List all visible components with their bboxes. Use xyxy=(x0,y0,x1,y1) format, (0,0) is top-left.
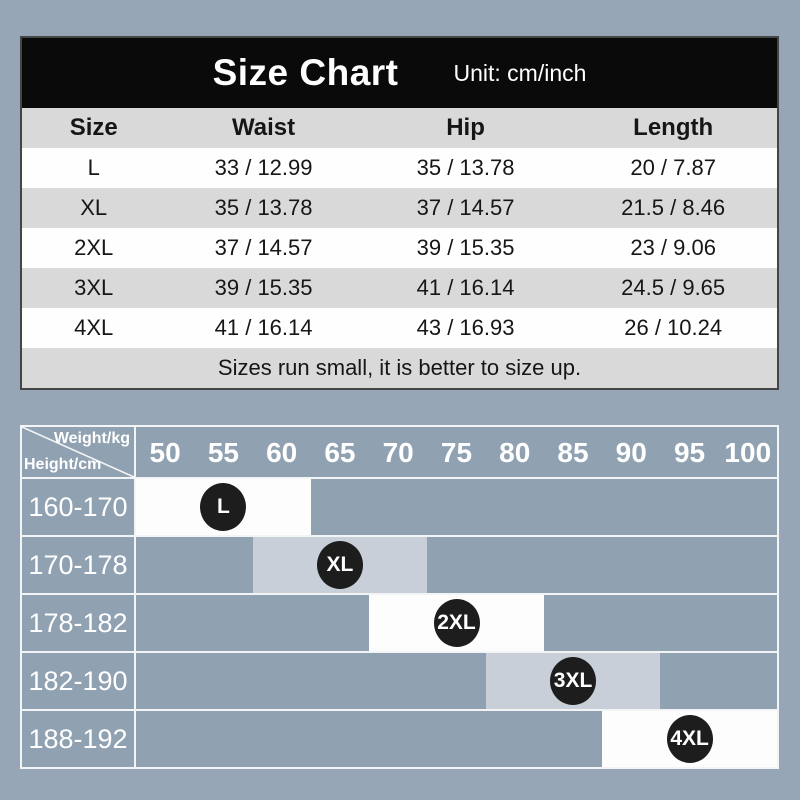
column-header-waist: Waist xyxy=(232,114,296,141)
weight-tick: 95 xyxy=(673,437,706,468)
height-range-label: 160-170 xyxy=(22,479,136,535)
height-range-label: 188-192 xyxy=(22,711,136,767)
weight-tick: 50 xyxy=(149,437,181,468)
table-row: L 33 / 12.99 35 / 13.78 20 / 7.87 xyxy=(22,148,777,188)
weight-tick: 55 xyxy=(207,437,239,468)
height-axis-label: Height/cm xyxy=(24,456,102,473)
size-marker: L xyxy=(200,483,247,531)
weight-tick: 75 xyxy=(440,437,473,468)
cell-length: 23 / 9.06 xyxy=(630,235,716,260)
diagonal-divider xyxy=(22,427,134,477)
table-row: 4XL 41 / 16.14 43 / 16.93 26 / 10.24 xyxy=(22,308,777,348)
sizing-note: Sizes run small, it is better to size up… xyxy=(22,348,777,388)
weight-tick: 80 xyxy=(499,437,531,468)
cell-hip: 41 / 16.14 xyxy=(416,275,515,300)
height-range-label: 170-178 xyxy=(22,537,136,593)
cell-hip: 39 / 15.35 xyxy=(416,235,515,260)
table-row: 3XL 39 / 15.35 41 / 16.14 24.5 / 9.65 xyxy=(22,268,777,308)
table-row: 2XL 37 / 14.57 39 / 15.35 23 / 9.06 xyxy=(22,228,777,268)
axis-corner-cell: Weight/kg Height/cm xyxy=(22,427,136,477)
cell-hip: 37 / 14.57 xyxy=(416,195,515,220)
weight-axis-label: Weight/kg xyxy=(53,430,130,447)
cell-length: 20 / 7.87 xyxy=(630,155,716,180)
fit-chart-row: 188-192 4XL xyxy=(22,709,777,767)
size-marker: 2XL xyxy=(433,599,480,647)
height-range-label: 182-190 xyxy=(22,653,136,709)
cell-length: 24.5 / 9.65 xyxy=(621,275,726,300)
cell-size: XL xyxy=(80,195,108,220)
fit-chart-row: 182-190 3XL xyxy=(22,651,777,709)
weight-tick: 90 xyxy=(615,437,647,468)
size-table: Size Chart Unit: cm/inch Size Waist Hip … xyxy=(20,36,779,390)
column-header-hip: Hip xyxy=(446,114,485,141)
size-marker: XL xyxy=(316,541,363,589)
cell-hip: 35 / 13.78 xyxy=(416,155,515,180)
fit-chart-row: 170-178 XL xyxy=(22,535,777,593)
fit-chart-row: 178-182 2XL xyxy=(22,593,777,651)
cell-size: 3XL xyxy=(74,275,114,300)
weight-tick: 60 xyxy=(266,437,298,468)
cell-waist: 35 / 13.78 xyxy=(214,195,313,220)
size-table-title-bar: Size Chart Unit: cm/inch xyxy=(22,38,777,108)
fit-row-track: 2XL xyxy=(136,595,777,651)
cell-length: 26 / 10.24 xyxy=(624,315,723,340)
fit-row-track: XL xyxy=(136,537,777,593)
cell-size: 2XL xyxy=(74,235,114,260)
cell-waist: 37 / 14.57 xyxy=(214,235,313,260)
column-header-length: Length xyxy=(633,114,714,141)
fit-row-track: 3XL xyxy=(136,653,777,709)
cell-waist: 33 / 12.99 xyxy=(214,155,313,180)
cell-hip: 43 / 16.93 xyxy=(416,315,515,340)
size-table-header-row: Size Waist Hip Length xyxy=(22,108,777,148)
cell-length: 21.5 / 8.46 xyxy=(621,195,726,220)
page-title: Size Chart xyxy=(212,52,399,93)
height-weight-fit-chart: Weight/kg Height/cm 50 55 60 65 70 75 80… xyxy=(20,425,779,769)
fit-chart-header-row: Weight/kg Height/cm 50 55 60 65 70 75 80… xyxy=(22,427,777,477)
cell-waist: 41 / 16.14 xyxy=(214,315,313,340)
cell-size: 4XL xyxy=(74,315,114,340)
weight-tick: 65 xyxy=(324,437,356,468)
table-row: XL 35 / 13.78 37 / 14.57 21.5 / 8.46 xyxy=(22,188,777,228)
cell-waist: 39 / 15.35 xyxy=(214,275,313,300)
weight-tick: 85 xyxy=(557,437,589,468)
cell-size: L xyxy=(87,155,100,180)
weight-tick: 100 xyxy=(724,437,772,468)
fit-row-track: L xyxy=(136,479,777,535)
weight-tick-row: 50 55 60 65 70 75 80 85 90 95 100 xyxy=(136,427,777,477)
unit-label: Unit: cm/inch xyxy=(453,59,587,86)
fit-row-track: 4XL xyxy=(136,711,777,767)
weight-tick: 70 xyxy=(382,437,414,468)
fit-chart-row: 160-170 L xyxy=(22,477,777,535)
size-marker: 3XL xyxy=(550,657,597,705)
height-range-label: 178-182 xyxy=(22,595,136,651)
column-header-size: Size xyxy=(69,114,118,141)
size-marker: 4XL xyxy=(666,715,713,763)
